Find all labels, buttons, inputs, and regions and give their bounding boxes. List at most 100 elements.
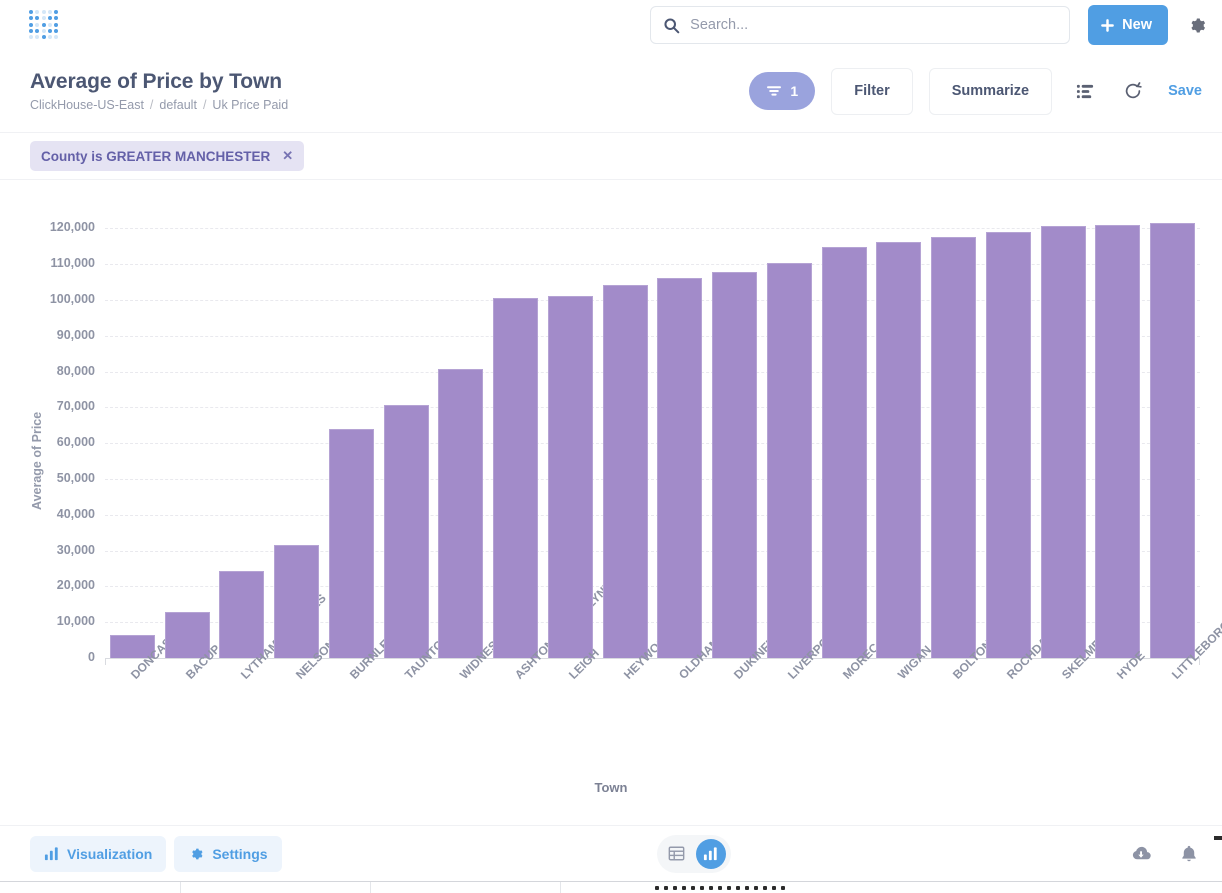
bar[interactable] [493,297,539,658]
search-input[interactable] [690,17,1058,33]
bar[interactable] [931,237,977,658]
bar[interactable] [766,262,812,658]
close-icon[interactable]: ✕ [282,148,294,163]
bar[interactable] [985,231,1031,658]
bottom-dot [691,886,695,890]
filter-chip-label: County is GREATER MANCHESTER [41,148,271,164]
filter-icon [766,83,782,99]
bottom-dots-indicator [655,886,785,890]
logo-dot [41,28,46,33]
y-axis-tick-label: 0 [88,650,95,664]
y-axis-tick-label: 20,000 [56,578,95,593]
bar[interactable] [821,246,867,658]
logo-dot [35,35,40,40]
y-axis-tick-label: 120,000 [49,220,95,235]
grid-line [105,478,1200,480]
question-actions: 1 Filter Summarize Save [749,67,1202,115]
bottom-dot [745,886,749,890]
bottom-dot [682,886,686,890]
grid-line [105,264,1200,266]
gear-icon[interactable] [1184,13,1208,37]
grid-line [105,550,1200,552]
bottom-dot [655,886,659,890]
download-cloud-icon[interactable] [1128,841,1154,867]
save-button[interactable]: Save [1168,83,1202,99]
chart-footer-toolbar: Visualization Settings [0,825,1222,881]
window-bottom-strip [0,881,1222,893]
grid-line [105,622,1200,624]
filter-chip-county[interactable]: County is GREATER MANCHESTER ✕ [30,141,305,171]
grid-line [105,514,1200,516]
metabase-dots-logo[interactable] [25,7,61,43]
bottom-dot [754,886,758,890]
gear-icon [188,846,204,862]
logo-dot [29,22,33,27]
bottom-dot [673,886,677,890]
bar[interactable] [109,634,155,658]
bar[interactable] [602,284,648,658]
breadcrumb-database[interactable]: ClickHouse-US-East [30,98,144,112]
bottom-dot [781,886,785,890]
bell-icon[interactable] [1176,841,1202,867]
bottom-dot [709,886,713,890]
bar[interactable] [219,571,265,658]
filter-count-label: 1 [790,83,799,99]
refresh-icon[interactable] [1118,76,1148,106]
logo-dot [54,35,59,40]
logo-dot [41,16,46,21]
table-icon[interactable] [662,839,692,869]
plus-icon [1100,18,1115,33]
view-toggle-group [656,834,731,873]
bar[interactable] [383,405,429,658]
bottom-dot [727,886,731,890]
bar[interactable] [438,368,484,658]
bar[interactable] [328,428,374,658]
grid-line [105,335,1200,337]
bottom-dot [772,886,776,890]
bar[interactable] [1040,225,1086,658]
logo-dot [29,10,33,14]
filter-count-pill[interactable]: 1 [749,72,816,110]
search-icon [663,17,680,34]
visualization-button[interactable]: Visualization [30,835,167,872]
bar[interactable] [274,545,320,658]
breadcrumb-table[interactable]: Uk Price Paid [212,98,289,112]
logo-dot [41,10,46,14]
bottom-dot [736,886,740,890]
logo-dot [47,10,52,14]
bottom-dot [763,886,767,890]
breadcrumb-separator: / [149,98,154,112]
search-bar[interactable] [650,6,1071,44]
strip-divider [370,882,371,893]
bar[interactable] [1095,224,1141,658]
filter-button[interactable]: Filter [831,67,913,115]
bar[interactable] [1150,222,1196,658]
bar-chart-plot[interactable]: 0 10,000 20,000 30,000 40,000 50,000 60,000 70,… [50,214,1222,682]
settings-button-label: Settings [212,845,268,862]
bar[interactable] [712,272,758,658]
logo-dot [35,10,40,14]
y-axis-tick-label: 90,000 [56,327,95,342]
list-bars-icon[interactable] [1070,76,1100,106]
bar-chart-icon[interactable] [695,838,726,869]
bar[interactable] [164,612,210,658]
grid-line [105,228,1200,230]
x-axis-line [105,658,1200,659]
new-button[interactable]: New [1088,5,1168,45]
bar-chart-icon [44,846,59,861]
breadcrumb-schema[interactable]: default [159,98,197,112]
grid-line [105,299,1200,301]
page-title[interactable]: Average of Price by Town [30,70,282,93]
logo-dot [54,22,59,27]
logo-dot [29,16,33,21]
summarize-button[interactable]: Summarize [928,67,1053,115]
bar[interactable] [547,296,593,658]
strip-divider [180,882,181,893]
logo-dot [47,35,52,40]
bar[interactable] [657,278,703,658]
x-axis-title: Town [594,780,628,795]
settings-button[interactable]: Settings [174,835,282,872]
bar[interactable] [876,241,922,658]
y-axis-tick-label: 40,000 [56,506,95,521]
bottom-dot [664,886,668,890]
